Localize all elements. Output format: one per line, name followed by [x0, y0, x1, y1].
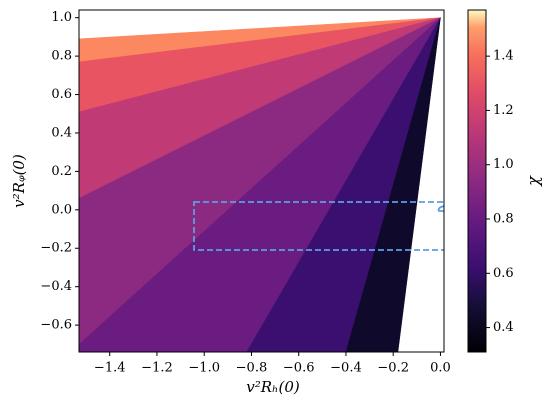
x-tick-label: −0.2: [377, 361, 409, 376]
colorbar-tick-label: 0.8: [493, 212, 514, 227]
y-tick-label: −0.4: [40, 279, 72, 294]
colorbar-tick-label: 0.6: [493, 266, 514, 281]
x-tick-label: −1.2: [141, 361, 173, 376]
x-tick-label: −0.6: [283, 361, 315, 376]
curve-marker: [437, 205, 445, 212]
colorbar-tick-label: 0.4: [493, 320, 514, 335]
x-axis-label: v²Rₕ(0): [246, 378, 300, 396]
x-tick-label: 0.0: [430, 361, 451, 376]
plot-frame: [78, 9, 445, 353]
contour-band: [345, 17, 441, 352]
colorbar: [467, 9, 487, 353]
x-tick-label: −1.4: [94, 361, 126, 376]
y-tick-label: 1.0: [51, 10, 72, 25]
y-tick-label: 0.8: [51, 49, 72, 64]
y-tick-label: 0.0: [51, 202, 72, 217]
y-tick-label: −0.2: [40, 241, 72, 256]
y-tick-label: −0.6: [40, 318, 72, 333]
colorbar-tick-label: 1.4: [493, 49, 514, 64]
x-tick-label: −0.8: [236, 361, 268, 376]
colorbar-tick-label: 1.0: [493, 157, 514, 172]
y-tick-label: 0.2: [51, 164, 72, 179]
x-tick-label: −0.4: [330, 361, 362, 376]
zoom-box: [193, 201, 444, 251]
colorbar-tick-label: 1.2: [493, 103, 514, 118]
x-tick-label: −1.0: [188, 361, 220, 376]
colorbar-label: χ: [524, 175, 543, 187]
y-axis-label: v²Rᵩ(0): [10, 154, 28, 208]
y-tick-label: 0.6: [51, 87, 72, 102]
y-tick-label: 0.4: [51, 125, 72, 140]
contour-fill: [79, 17, 441, 352]
